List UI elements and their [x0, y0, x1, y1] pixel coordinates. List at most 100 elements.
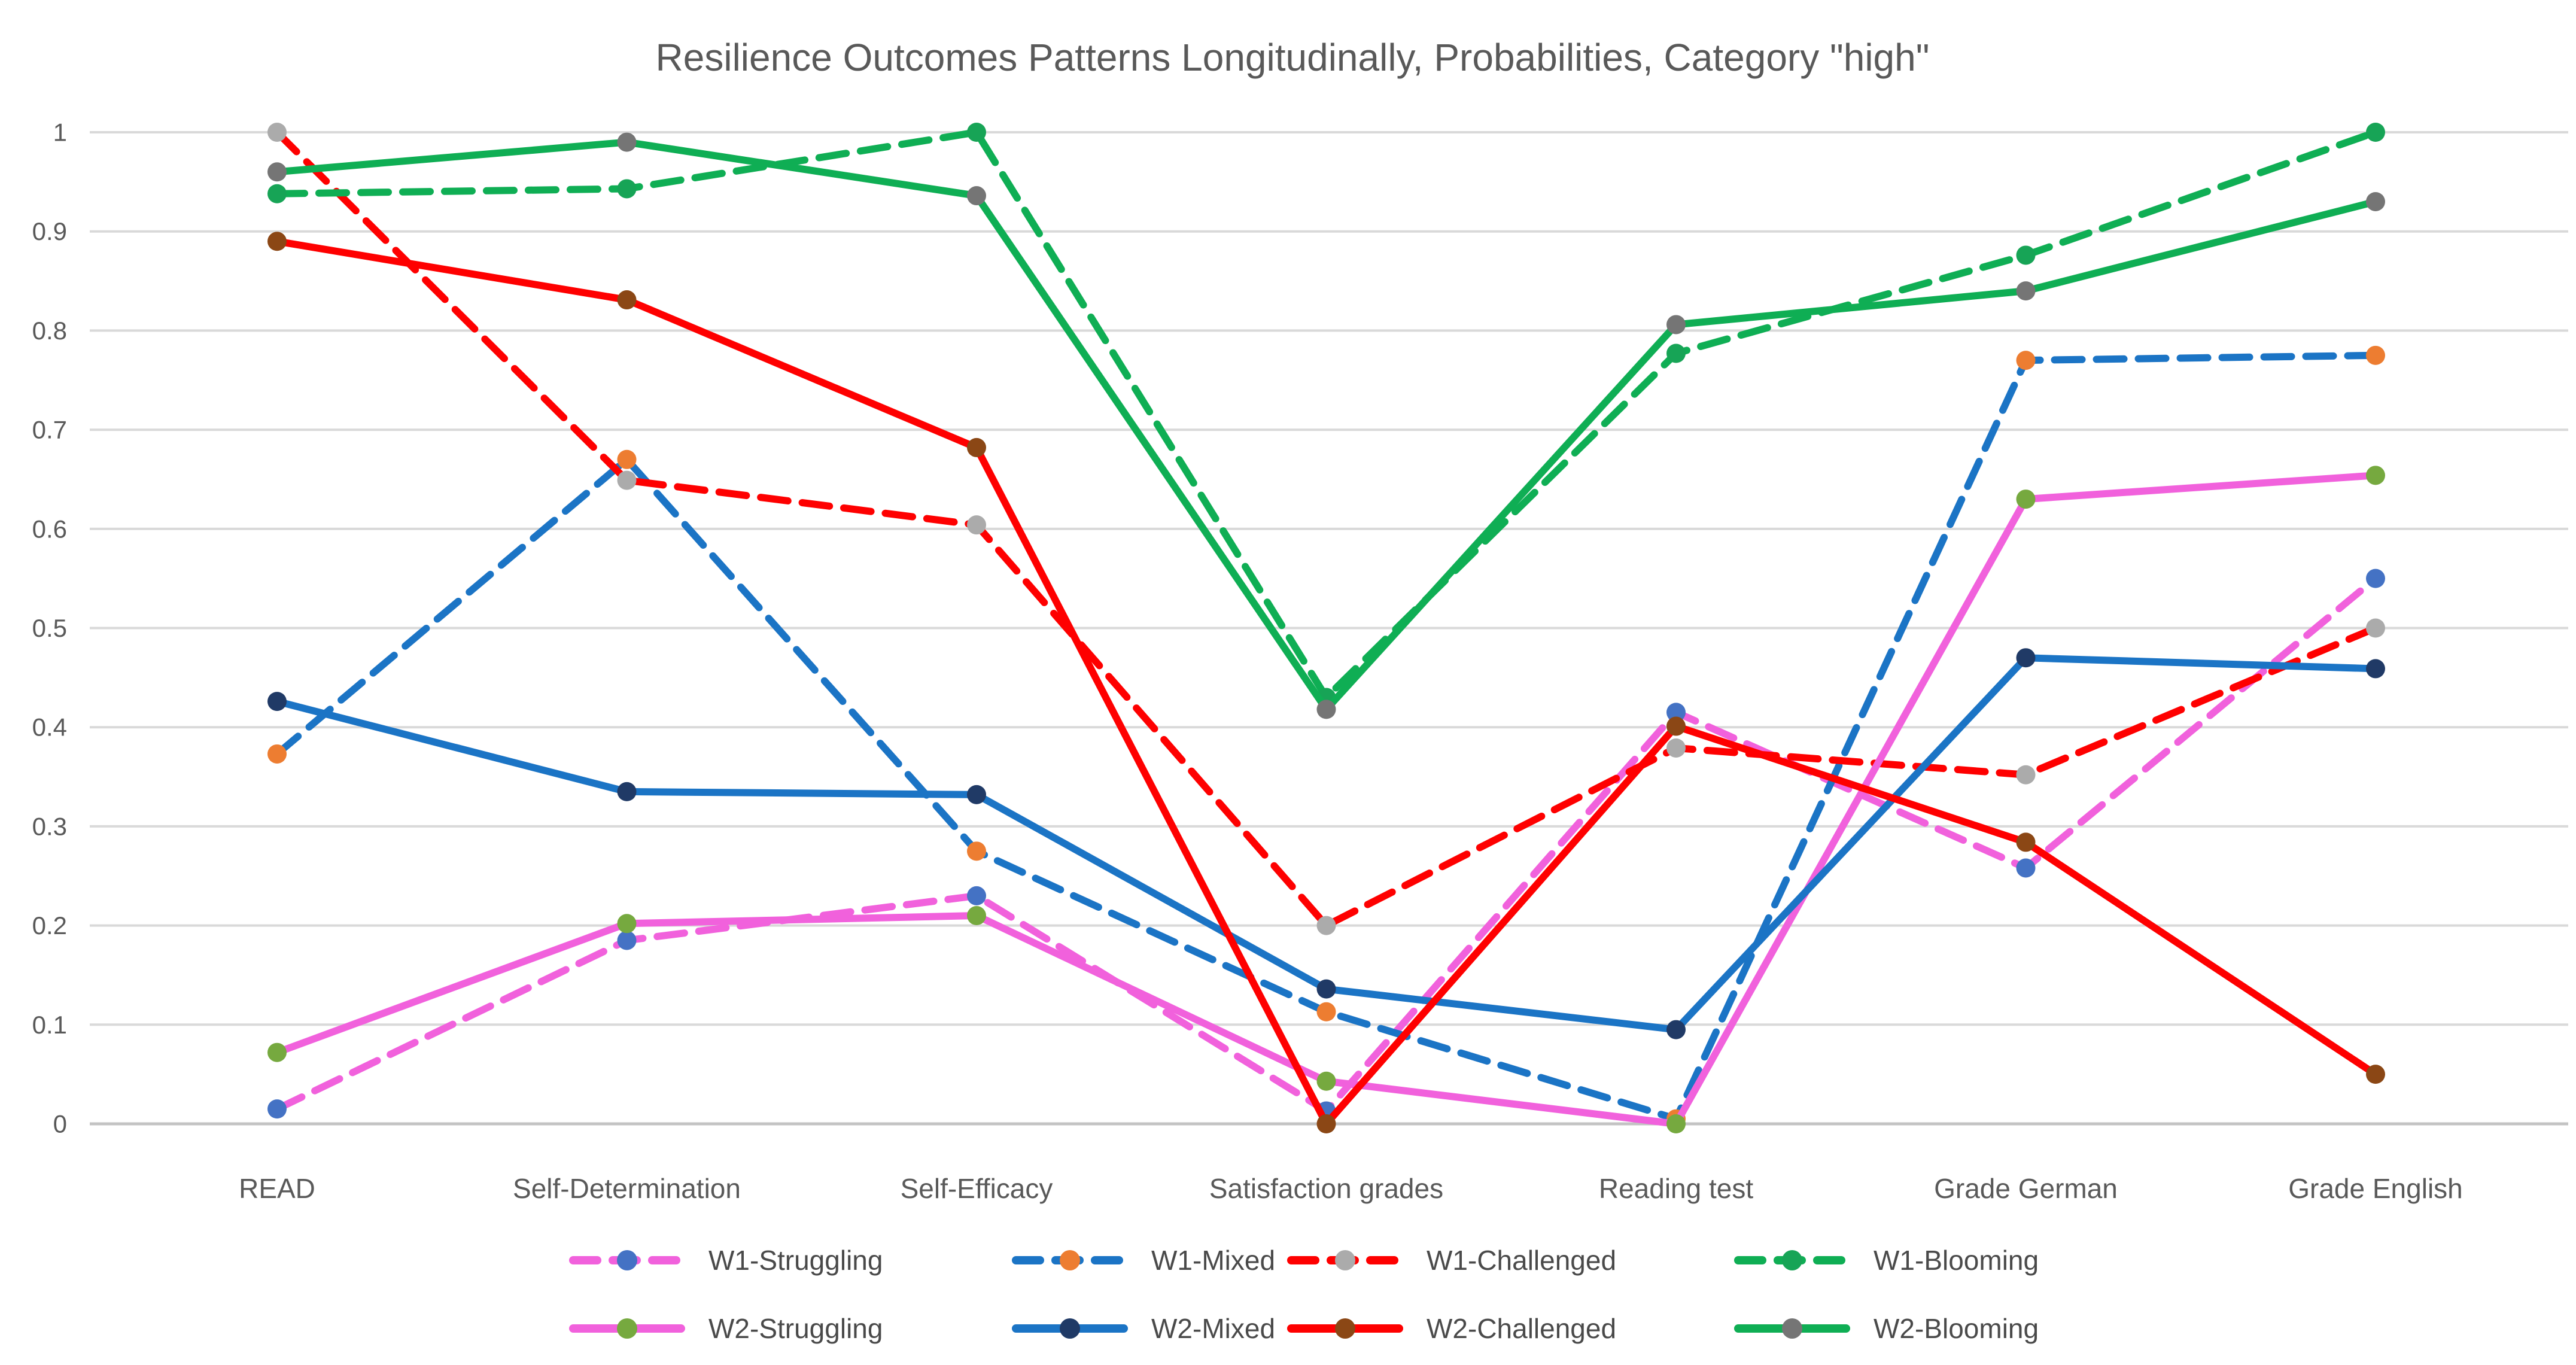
y-tick-label: 0.7 [32, 416, 67, 444]
y-tick-label: 0.2 [32, 911, 67, 940]
series-marker-w2-mixed [1316, 979, 1336, 999]
series-marker-w2-challenged [617, 290, 637, 310]
series-marker-w2-blooming [967, 186, 986, 206]
series-marker-w2-struggling [1666, 1114, 1686, 1133]
series-marker-w1-mixed [2016, 351, 2036, 370]
x-category-label: Grade English [2288, 1173, 2463, 1204]
legend-swatch-marker [617, 1250, 637, 1270]
x-category-label: Self-Determination [513, 1173, 741, 1204]
series-marker-w2-struggling [617, 914, 637, 934]
series-marker-w1-struggling [1666, 703, 1686, 722]
series-marker-w2-blooming [617, 132, 637, 152]
series-marker-w2-mixed [2366, 659, 2385, 679]
series-marker-w1-blooming [1666, 343, 1686, 363]
legend-item-w1-challenged: W1-Challenged [1287, 1245, 1616, 1276]
legend-label: W1-Mixed [1151, 1245, 1275, 1276]
series-marker-w2-mixed [2016, 648, 2036, 668]
legend-item-w2-blooming: W2-Blooming [1734, 1313, 2039, 1344]
series-marker-w2-struggling [267, 1042, 287, 1062]
legend-swatch-marker [1782, 1250, 1802, 1270]
series-marker-w2-mixed [967, 785, 986, 804]
series-marker-w1-blooming [617, 179, 637, 199]
series-marker-w2-blooming [1316, 700, 1336, 719]
chart-title: Resilience Outcomes Patterns Longitudina… [656, 36, 1930, 79]
series-marker-w2-struggling [1316, 1071, 1336, 1091]
x-category-label: Satisfaction grades [1209, 1173, 1443, 1204]
series-marker-w2-mixed [617, 782, 637, 801]
legend: W1-Struggling W1-Mixed W1-Challenged W1-Blo… [569, 1245, 2039, 1344]
legend-label: W2-Mixed [1151, 1313, 1275, 1344]
y-tick-label: 1 [53, 118, 67, 147]
x-axis-labels: READ Self-Determination Self-Efficacy Satis… [239, 1173, 2463, 1204]
series-marker-w2-challenged [2366, 1065, 2385, 1084]
series-marker-w1-mixed [267, 744, 287, 764]
series-marker-w2-challenged [967, 437, 986, 457]
legend-label: W2-Struggling [708, 1313, 883, 1344]
legend-swatch-marker [1335, 1318, 1355, 1339]
legend-item-w2-mixed: W2-Mixed [1012, 1313, 1275, 1344]
series-marker-w1-struggling [2016, 858, 2036, 878]
series-marker-w2-blooming [267, 162, 287, 182]
legend-label: W2-Challenged [1427, 1313, 1616, 1344]
y-tick-label: 0.5 [32, 614, 67, 642]
series-marker-w2-blooming [2016, 281, 2036, 301]
series-marker-w1-blooming [967, 123, 986, 142]
y-tick-label: 0.3 [32, 812, 67, 840]
legend-swatch-marker [1060, 1250, 1080, 1270]
x-category-label: Reading test [1599, 1173, 1753, 1204]
legend-item-w2-challenged: W2-Challenged [1287, 1313, 1616, 1344]
series-marker-w2-challenged [1666, 716, 1686, 736]
legend-label: W1-Blooming [1874, 1245, 2039, 1276]
legend-item-w1-struggling: W1-Struggling [569, 1245, 883, 1276]
series-marker-w2-struggling [967, 906, 986, 926]
legend-item-w1-mixed: W1-Mixed [1012, 1245, 1275, 1276]
series-marker-w1-blooming [267, 184, 287, 203]
x-category-label: Self-Efficacy [901, 1173, 1053, 1204]
legend-label: W2-Blooming [1874, 1313, 2039, 1344]
legend-swatch-marker [617, 1318, 637, 1339]
series-marker-w2-mixed [267, 692, 287, 712]
x-category-label: READ [239, 1173, 315, 1204]
series-marker-w1-challenged [267, 123, 287, 142]
series-marker-w2-challenged [267, 232, 287, 251]
legend-item-w1-blooming: W1-Blooming [1734, 1245, 2039, 1276]
series-marker-w1-struggling [967, 886, 986, 905]
series-marker-w1-struggling [617, 931, 637, 950]
series-marker-w2-challenged [1316, 1114, 1336, 1133]
legend-label: W1-Struggling [708, 1245, 883, 1276]
series-marker-w1-mixed [2366, 345, 2385, 365]
y-tick-label: 0 [53, 1110, 67, 1138]
legend-item-w2-struggling: W2-Struggling [569, 1313, 883, 1344]
series-marker-w1-challenged [2366, 618, 2385, 638]
legend-swatch-marker [1335, 1250, 1355, 1270]
y-axis-labels: 1 0.9 0.8 0.7 0.6 0.5 0.4 0.3 0.2 0.1 0 [32, 118, 67, 1138]
series-marker-w1-challenged [2016, 765, 2036, 785]
series-marker-w1-challenged [1666, 738, 1686, 758]
series-marker-w2-struggling [2016, 490, 2036, 509]
series-marker-w1-challenged [967, 515, 986, 535]
series-marker-w2-blooming [1666, 315, 1686, 335]
y-tick-label: 0.4 [32, 713, 67, 741]
legend-swatch-marker [1060, 1318, 1080, 1339]
y-tick-label: 0.1 [32, 1011, 67, 1039]
series-marker-w2-challenged [2016, 832, 2036, 852]
series-marker-w1-struggling [267, 1099, 287, 1119]
legend-swatch-marker [1782, 1318, 1802, 1339]
series-marker-w1-blooming [2016, 245, 2036, 265]
y-tick-label: 0.8 [32, 317, 67, 345]
y-tick-label: 0.9 [32, 217, 67, 245]
series-marker-w1-challenged [617, 470, 637, 490]
legend-label: W1-Challenged [1427, 1245, 1616, 1276]
series-marker-w1-struggling [2366, 569, 2385, 588]
series-marker-w1-blooming [2366, 123, 2385, 142]
series-marker-w1-challenged [1316, 916, 1336, 935]
plot-series [267, 123, 2385, 1133]
series-marker-w1-mixed [1316, 1002, 1336, 1022]
series-marker-w2-mixed [1666, 1020, 1686, 1039]
series-marker-w1-mixed [967, 841, 986, 861]
series-marker-w2-struggling [2366, 466, 2385, 485]
y-tick-label: 0.6 [32, 515, 67, 543]
